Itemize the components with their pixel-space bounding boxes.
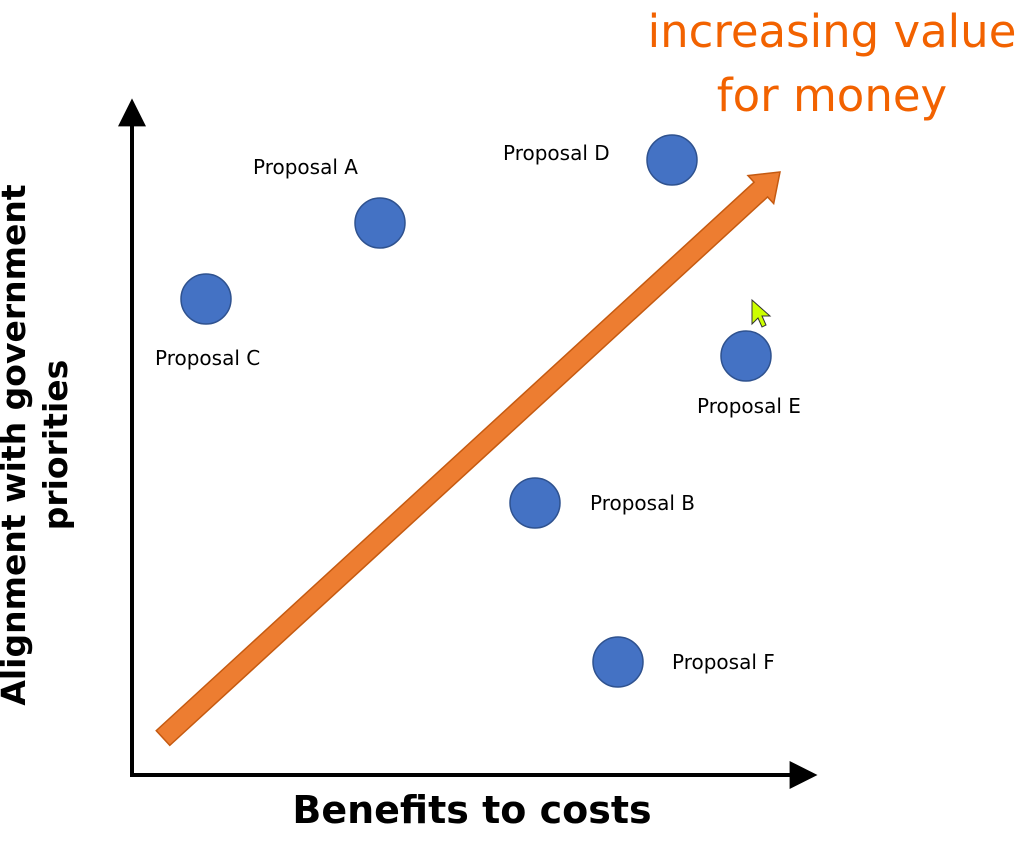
title-line-1: increasing value: [647, 5, 1017, 58]
proposal-b-point: [509, 477, 561, 529]
proposal-a-point: [354, 197, 406, 249]
proposal-d-label: Proposal D: [503, 141, 610, 165]
y-axis-label-line-2: priorities: [36, 359, 75, 531]
proposal-e-label: Proposal E: [697, 394, 801, 418]
proposal-b-label: Proposal B: [590, 491, 695, 515]
x-axis-label: Benefits to costs: [292, 788, 652, 832]
proposal-f-label: Proposal F: [672, 650, 775, 674]
proposal-d-point: [646, 134, 698, 186]
proposal-f-point: [592, 636, 644, 688]
title-line-2: for money: [716, 69, 948, 122]
proposal-c-label: Proposal C: [155, 346, 261, 370]
cursor-icon: [751, 298, 772, 328]
value-for-money-arrow: [155, 171, 781, 747]
proposal-a-label: Proposal A: [253, 155, 358, 179]
y-axis-label: Alignment with government priorities: [0, 184, 77, 705]
value-for-money-title: increasing value for money: [620, 0, 1030, 128]
proposal-c-point: [180, 273, 232, 325]
proposal-e-point: [720, 330, 772, 382]
y-axis-label-line-1: Alignment with government: [0, 184, 33, 706]
